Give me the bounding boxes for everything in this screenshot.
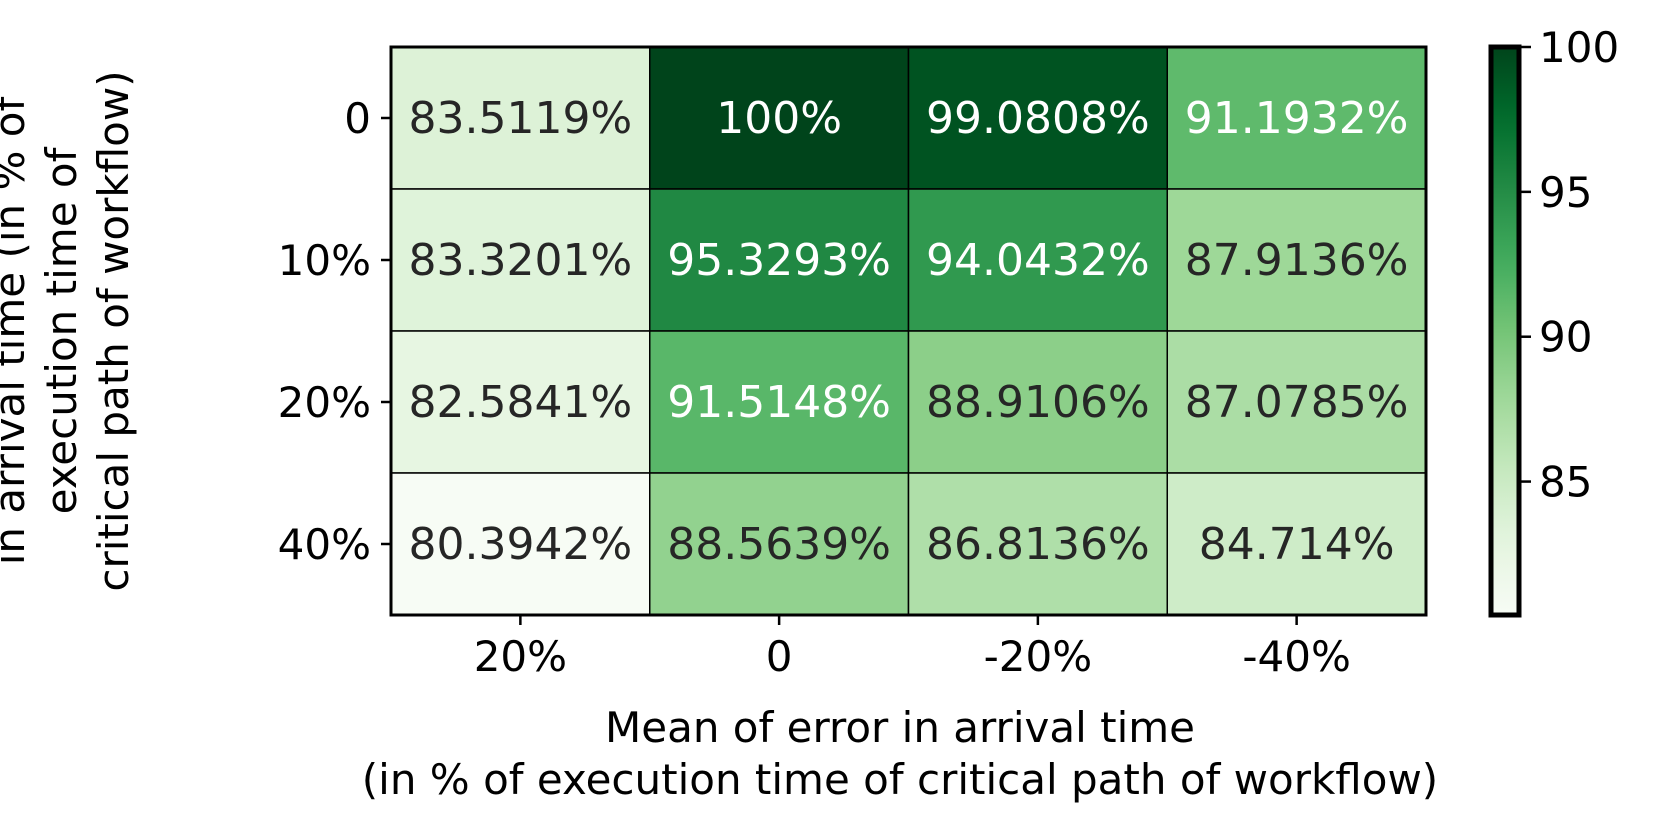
heatmap-cell — [390, 472, 651, 616]
colorbar-tick-label: 90 — [1539, 313, 1592, 362]
x-tick-label: -40% — [1242, 632, 1351, 681]
y-tick-label: 20% — [278, 378, 371, 427]
x-tick-label: -20% — [984, 632, 1093, 681]
heatmap-cells — [390, 46, 1427, 616]
heatmap-cell — [1166, 46, 1427, 190]
cell-value-label: 80.3942% — [408, 519, 632, 570]
colorbar-ticks: 85 90 95 100 — [1519, 23, 1619, 507]
cell-value-label: 86.8136% — [926, 519, 1150, 570]
heatmap-cell — [390, 46, 651, 190]
cell-value-label: 94.0432% — [926, 235, 1150, 286]
colorbar-tick-label: 100 — [1539, 23, 1619, 72]
heatmap-cell — [1166, 330, 1427, 474]
heatmap-cell — [1166, 188, 1427, 332]
heatmap-cell — [649, 188, 910, 332]
cell-value-label: 87.0785% — [1185, 377, 1409, 428]
cell-value-label: 83.5119% — [408, 93, 632, 144]
cell-value-label: 100% — [716, 93, 842, 144]
cell-value-label: 95.3293% — [667, 235, 891, 286]
heatmap-cell-labels: 83.5119% 100% 99.0808% 91.1932% 83.3201% 95.3… — [408, 93, 1408, 570]
cell-value-label: 87.9136% — [1185, 235, 1409, 286]
y-axis-ticks: 0 10% 20% 40% — [278, 94, 391, 569]
colorbar-tick-label: 95 — [1539, 168, 1592, 217]
x-axis-ticks: 20% 0 -20% -40% — [474, 615, 1351, 681]
heatmap-frame — [389, 45, 1428, 617]
y-tick-label: 40% — [278, 520, 371, 569]
x-tick-label: 20% — [474, 632, 567, 681]
x-axis-label: Mean of error in arrival time (in % of ex… — [362, 703, 1438, 804]
y-tick-label: 10% — [278, 236, 371, 285]
cell-value-label: 88.5639% — [667, 519, 891, 570]
cell-value-label: 88.9106% — [926, 377, 1150, 428]
x-tick-label: 0 — [766, 632, 793, 681]
cell-value-label: 82.5841% — [408, 377, 632, 428]
colorbar-tick-label: 85 — [1539, 458, 1592, 507]
cell-value-label: 91.5148% — [667, 377, 891, 428]
cell-value-label: 99.0808% — [926, 93, 1150, 144]
colorbar — [1488, 44, 1522, 618]
heatmap-cell — [649, 472, 910, 616]
heatmap-cell — [390, 188, 651, 332]
cell-value-label: 83.3201% — [408, 235, 632, 286]
heatmap-cell — [1166, 472, 1427, 616]
heatmap-cell — [649, 46, 910, 190]
y-tick-label: 0 — [344, 94, 371, 143]
heatmap-cell — [907, 472, 1168, 616]
cell-value-label: 91.1932% — [1185, 93, 1409, 144]
cell-value-label: 84.714% — [1199, 519, 1395, 570]
heatmap-cell — [649, 330, 910, 474]
